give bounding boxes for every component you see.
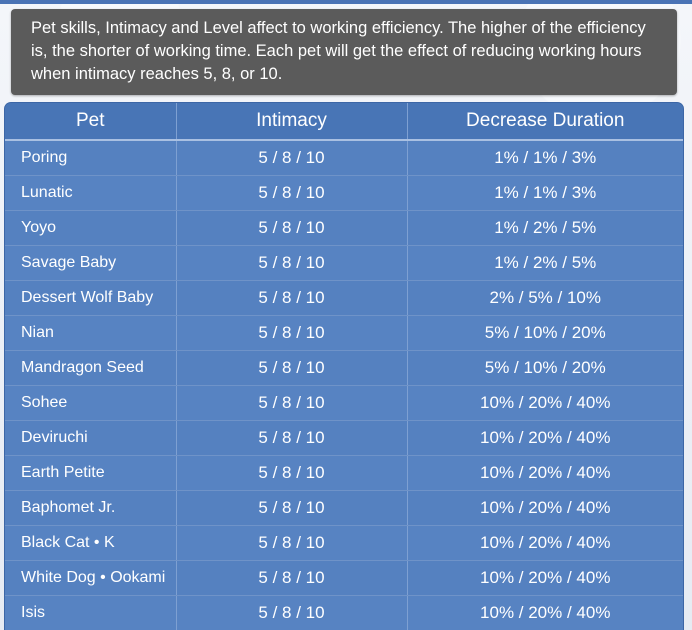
intimacy-cell: 5 / 8 / 10 xyxy=(176,280,408,316)
decrease-cell: 5% / 10% / 20% xyxy=(407,350,683,386)
intimacy-cell: 5 / 8 / 10 xyxy=(176,560,408,596)
intimacy-cell: 5 / 8 / 10 xyxy=(176,385,408,421)
pet-cell: Mandragon Seed xyxy=(5,350,177,386)
pet-table-container: Pet Intimacy Decrease Duration Poring 5 /… xyxy=(5,103,683,630)
decrease-cell: 10% / 20% / 40% xyxy=(407,525,683,561)
decrease-cell: 2% / 5% / 10% xyxy=(407,280,683,316)
decrease-cell: 10% / 20% / 40% xyxy=(407,455,683,491)
table-row: Savage Baby 5 / 8 / 10 1% / 2% / 5% xyxy=(5,245,683,281)
info-note-text: Pet skills, Intimacy and Level affect to… xyxy=(31,19,646,83)
table-row: Sohee 5 / 8 / 10 10% / 20% / 40% xyxy=(5,385,683,421)
decrease-cell: 10% / 20% / 40% xyxy=(407,490,683,526)
pet-cell: Isis xyxy=(5,595,177,630)
decrease-cell: 10% / 20% / 40% xyxy=(407,595,683,630)
decrease-cell: 10% / 20% / 40% xyxy=(407,560,683,596)
pet-cell: Savage Baby xyxy=(5,245,177,281)
pet-cell: Nian xyxy=(5,315,177,351)
table-row: Mandragon Seed 5 / 8 / 10 5% / 10% / 20% xyxy=(5,350,683,386)
intimacy-cell: 5 / 8 / 10 xyxy=(176,490,408,526)
intimacy-cell: 5 / 8 / 10 xyxy=(176,210,408,246)
pet-cell: Deviruchi xyxy=(5,420,177,456)
intimacy-cell: 5 / 8 / 10 xyxy=(176,350,408,386)
decrease-cell: 10% / 20% / 40% xyxy=(407,420,683,456)
intimacy-cell: 5 / 8 / 10 xyxy=(176,175,408,211)
intimacy-cell: 5 / 8 / 10 xyxy=(176,525,408,561)
pet-cell: White Dog • Ookami xyxy=(5,560,177,596)
table-body: Poring 5 / 8 / 10 1% / 1% / 3% Lunatic 5 / 8… xyxy=(5,140,683,630)
table-row: Earth Petite 5 / 8 / 10 10% / 20% / 40% xyxy=(5,455,683,491)
intimacy-cell: 5 / 8 / 10 xyxy=(176,140,408,176)
header-intimacy: Intimacy xyxy=(176,103,408,141)
decrease-cell: 1% / 1% / 3% xyxy=(407,140,683,176)
pet-cell: Black Cat • K xyxy=(5,525,177,561)
pet-cell: Sohee xyxy=(5,385,177,421)
table-row: White Dog • Ookami 5 / 8 / 10 10% / 20% / … xyxy=(5,560,683,596)
decrease-cell: 1% / 2% / 5% xyxy=(407,210,683,246)
table-row: Poring 5 / 8 / 10 1% / 1% / 3% xyxy=(5,140,683,176)
header-decrease-duration: Decrease Duration xyxy=(407,103,683,141)
intimacy-cell: 5 / 8 / 10 xyxy=(176,420,408,456)
pet-cell: Dessert Wolf Baby xyxy=(5,280,177,316)
table-row: Yoyo 5 / 8 / 10 1% / 2% / 5% xyxy=(5,210,683,246)
table-row: Isis 5 / 8 / 10 10% / 20% / 40% xyxy=(5,595,683,630)
pet-cell: Lunatic xyxy=(5,175,177,211)
table-row: Deviruchi 5 / 8 / 10 10% / 20% / 40% xyxy=(5,420,683,456)
decrease-cell: 1% / 1% / 3% xyxy=(407,175,683,211)
table-row: Baphomet Jr. 5 / 8 / 10 10% / 20% / 40% xyxy=(5,490,683,526)
top-strip xyxy=(0,0,692,4)
table-row: Lunatic 5 / 8 / 10 1% / 1% / 3% xyxy=(5,175,683,211)
decrease-cell: 10% / 20% / 40% xyxy=(407,385,683,421)
pet-cell: Baphomet Jr. xyxy=(5,490,177,526)
header-pet: Pet xyxy=(5,103,177,141)
intimacy-cell: 5 / 8 / 10 xyxy=(176,455,408,491)
table-row: Dessert Wolf Baby 5 / 8 / 10 2% / 5% / 10% xyxy=(5,280,683,316)
table-row: Nian 5 / 8 / 10 5% / 10% / 20% xyxy=(5,315,683,351)
pet-table: Pet Intimacy Decrease Duration Poring 5 /… xyxy=(5,103,683,630)
table-header-row: Pet Intimacy Decrease Duration xyxy=(5,103,683,141)
pet-cell: Poring xyxy=(5,140,177,176)
pet-cell: Yoyo xyxy=(5,210,177,246)
intimacy-cell: 5 / 8 / 10 xyxy=(176,245,408,281)
decrease-cell: 5% / 10% / 20% xyxy=(407,315,683,351)
pet-cell: Earth Petite xyxy=(5,455,177,491)
intimacy-cell: 5 / 8 / 10 xyxy=(176,315,408,351)
info-note: Pet skills, Intimacy and Level affect to… xyxy=(11,9,677,95)
decrease-cell: 1% / 2% / 5% xyxy=(407,245,683,281)
intimacy-cell: 5 / 8 / 10 xyxy=(176,595,408,630)
